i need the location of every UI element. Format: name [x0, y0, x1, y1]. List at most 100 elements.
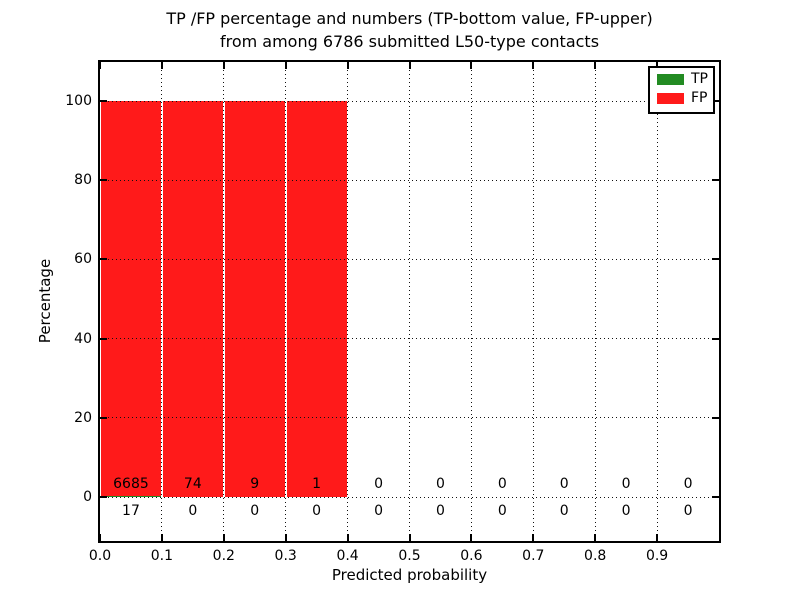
y-tick-mark-right: [712, 416, 719, 419]
x-tick-label: 0.6: [460, 548, 483, 564]
horizontal-gridline: [100, 417, 719, 419]
x-tick-mark: [594, 534, 597, 541]
fp-count-label: 0: [559, 476, 569, 492]
tp-count-label: 0: [188, 503, 198, 519]
x-tick-mark-top: [594, 62, 597, 69]
y-tick-label: 60: [74, 251, 92, 268]
x-tick-mark-top: [284, 62, 287, 69]
x-tick-mark-top: [160, 62, 163, 69]
tp-legend-label: TP: [691, 71, 708, 87]
x-tick-mark-top: [99, 62, 101, 69]
x-tick-label: 0.5: [398, 548, 421, 564]
tp-count-label: 0: [312, 503, 322, 519]
x-tick-label: 0.8: [584, 548, 607, 564]
legend-item-tp: TP: [650, 71, 713, 87]
x-tick-mark-top: [532, 62, 535, 69]
fp-count-label: 1: [312, 476, 322, 492]
tp-count-label: 0: [621, 503, 631, 519]
x-tick-label: 0.7: [522, 548, 545, 564]
x-tick-mark-top: [656, 62, 659, 69]
chart-title: TP /FP percentage and numbers (TP-bottom…: [100, 7, 719, 53]
fp-count-label: 0: [497, 476, 507, 492]
vertical-gridline: [532, 62, 534, 541]
x-tick-mark: [99, 534, 101, 541]
x-tick-label: 0.2: [212, 548, 235, 564]
x-tick-mark: [532, 534, 535, 541]
tp-count-label: 17: [122, 503, 140, 519]
fp-bar: [223, 101, 286, 497]
y-tick-label: 20: [74, 409, 92, 426]
horizontal-gridline: [100, 258, 719, 260]
fp-legend-label: FP: [691, 90, 708, 106]
legend-item-fp: FP: [650, 90, 713, 106]
x-axis-label: Predicted probability: [331, 566, 488, 584]
tp-count-label: 0: [497, 503, 507, 519]
x-tick-mark-top: [408, 62, 411, 69]
y-tick-mark: [100, 100, 107, 102]
y-tick-mark-right: [712, 100, 719, 102]
fp-count-label: 9: [250, 476, 260, 492]
plot-area: 6685 17 74 0 9 0 1 0 0 0 0 0 0 0 0 0 0 0 0 0 0.0 0.1 0.2 0.3 0.4…: [89, 62, 719, 564]
horizontal-gridline: [100, 100, 719, 102]
tp-count-label: 0: [683, 503, 693, 519]
x-tick-mark: [284, 534, 287, 541]
y-axis-label: Percentage: [36, 258, 54, 344]
tp-count-label: 0: [559, 503, 569, 519]
chart-title-line1: TP /FP percentage and numbers (TP-bottom…: [166, 9, 653, 28]
x-tick-mark: [346, 534, 349, 541]
fp-bar: [285, 101, 348, 497]
y-tick-label: 0: [83, 489, 92, 505]
y-tick-label: 40: [74, 330, 92, 347]
x-tick-label: 0.9: [645, 548, 669, 564]
right-spine: [719, 60, 721, 543]
vertical-gridline: [470, 62, 472, 541]
x-tick-mark-top: [222, 62, 225, 69]
fp-count-label: 0: [374, 476, 383, 492]
x-tick-label: 0.4: [336, 548, 359, 564]
y-tick-mark-right: [712, 337, 719, 340]
y-tick-mark: [100, 416, 107, 419]
y-tick-mark: [100, 179, 107, 182]
x-tick-mark: [470, 534, 473, 541]
tp-count-label: 0: [435, 503, 445, 519]
horizontal-gridline: [100, 338, 719, 340]
y-tick-mark-right: [712, 258, 719, 261]
fp-count-label: 74: [183, 476, 202, 492]
fp-count-label: 0: [683, 476, 693, 492]
x-tick-label: 0.3: [274, 548, 297, 564]
vertical-gridline: [409, 62, 410, 541]
y-tick-mark: [100, 496, 107, 498]
fp-count-label: 0: [621, 476, 631, 492]
x-tick-mark-top: [346, 62, 349, 69]
tp-count-label: 0: [374, 503, 383, 519]
horizontal-gridline: [100, 496, 719, 498]
y-tick-mark: [100, 337, 107, 340]
x-tick-label: 0.0: [88, 548, 112, 564]
tp-legend-swatch: [657, 73, 684, 85]
x-tick-mark: [408, 534, 411, 541]
x-tick-mark: [222, 534, 225, 541]
horizontal-gridline: [100, 179, 719, 181]
x-tick-mark-top: [470, 62, 473, 69]
left-spine: [98, 60, 100, 543]
y-tick-label: 80: [74, 172, 92, 189]
x-tick-label: 0.1: [150, 548, 174, 564]
vertical-gridline: [285, 62, 287, 541]
vertical-gridline: [347, 62, 349, 541]
bottom-spine: [98, 541, 721, 543]
tp-count-label: 0: [250, 503, 260, 519]
vertical-gridline: [656, 62, 658, 541]
fp-count-label: 0: [435, 476, 445, 492]
fp-bar: [161, 101, 224, 497]
x-tick-mark: [656, 534, 659, 541]
x-tick-mark: [160, 534, 163, 541]
fp-count-label: 6685: [113, 476, 149, 492]
y-tick-mark-right: [712, 179, 719, 182]
vertical-gridline: [223, 62, 225, 541]
vertical-gridline: [161, 62, 163, 541]
fp-bar: [100, 101, 162, 496]
legend: TP FP: [648, 66, 715, 114]
y-tick-label: 100: [65, 93, 92, 109]
y-tick-mark-right: [712, 496, 719, 498]
